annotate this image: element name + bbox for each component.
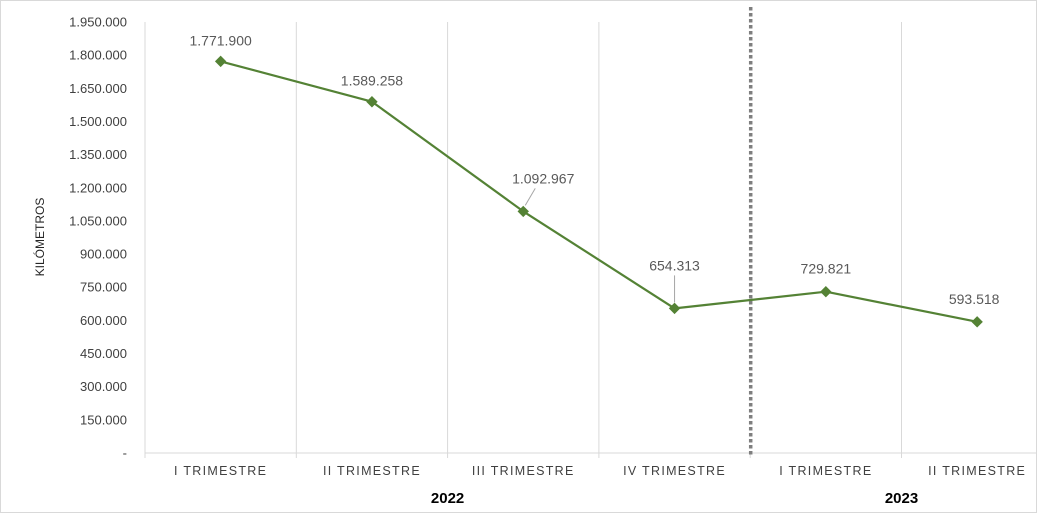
y-tick-label: 150.000: [80, 412, 127, 427]
data-label: 1.092.967: [512, 170, 574, 186]
y-tick-label: 600.000: [80, 313, 127, 328]
y-tick-label: 1.950.000: [69, 15, 127, 30]
x-category-label: III TRIMESTRE: [472, 464, 575, 478]
x-category-label: I TRIMESTRE: [779, 464, 872, 478]
x-group-label: 2022: [431, 490, 464, 507]
y-tick-label: 450.000: [80, 346, 127, 361]
x-category-label: II TRIMESTRE: [928, 464, 1026, 478]
data-point-marker: [971, 316, 983, 328]
x-category-label: I TRIMESTRE: [174, 464, 267, 478]
series-line: [220, 60, 978, 323]
y-tick-label: 300.000: [80, 379, 127, 394]
data-label: 1.771.900: [190, 32, 252, 48]
data-point-marker: [214, 55, 227, 68]
data-label: 654.313: [649, 257, 700, 273]
x-group-label: 2023: [885, 490, 918, 507]
data-point-marker: [820, 285, 832, 298]
data-point-marker: [668, 302, 681, 315]
data-label: 1.589.258: [341, 73, 403, 89]
data-point-marker: [366, 96, 378, 108]
y-tick-label: 1.350.000: [69, 147, 127, 162]
y-tick-label: 1.050.000: [69, 213, 127, 228]
y-axis-title: KILÓMETROS: [32, 198, 47, 277]
y-tick-label: 1.650.000: [69, 81, 127, 96]
y-tick-label: 1.200.000: [69, 180, 127, 195]
y-tick-label: 1.500.000: [69, 114, 127, 129]
y-tick-label: 900.000: [80, 247, 127, 262]
y-tick-label: -: [123, 446, 127, 461]
y-tick-label: 750.000: [80, 280, 127, 295]
data-point-marker: [517, 205, 529, 218]
data-label: 593.518: [949, 291, 1000, 307]
x-category-label: IV TRIMESTRE: [623, 464, 726, 478]
data-label-leader: [524, 188, 536, 206]
x-category-label: II TRIMESTRE: [323, 464, 421, 478]
data-label: 729.821: [801, 261, 852, 277]
y-tick-label: 1.800.000: [69, 48, 127, 63]
